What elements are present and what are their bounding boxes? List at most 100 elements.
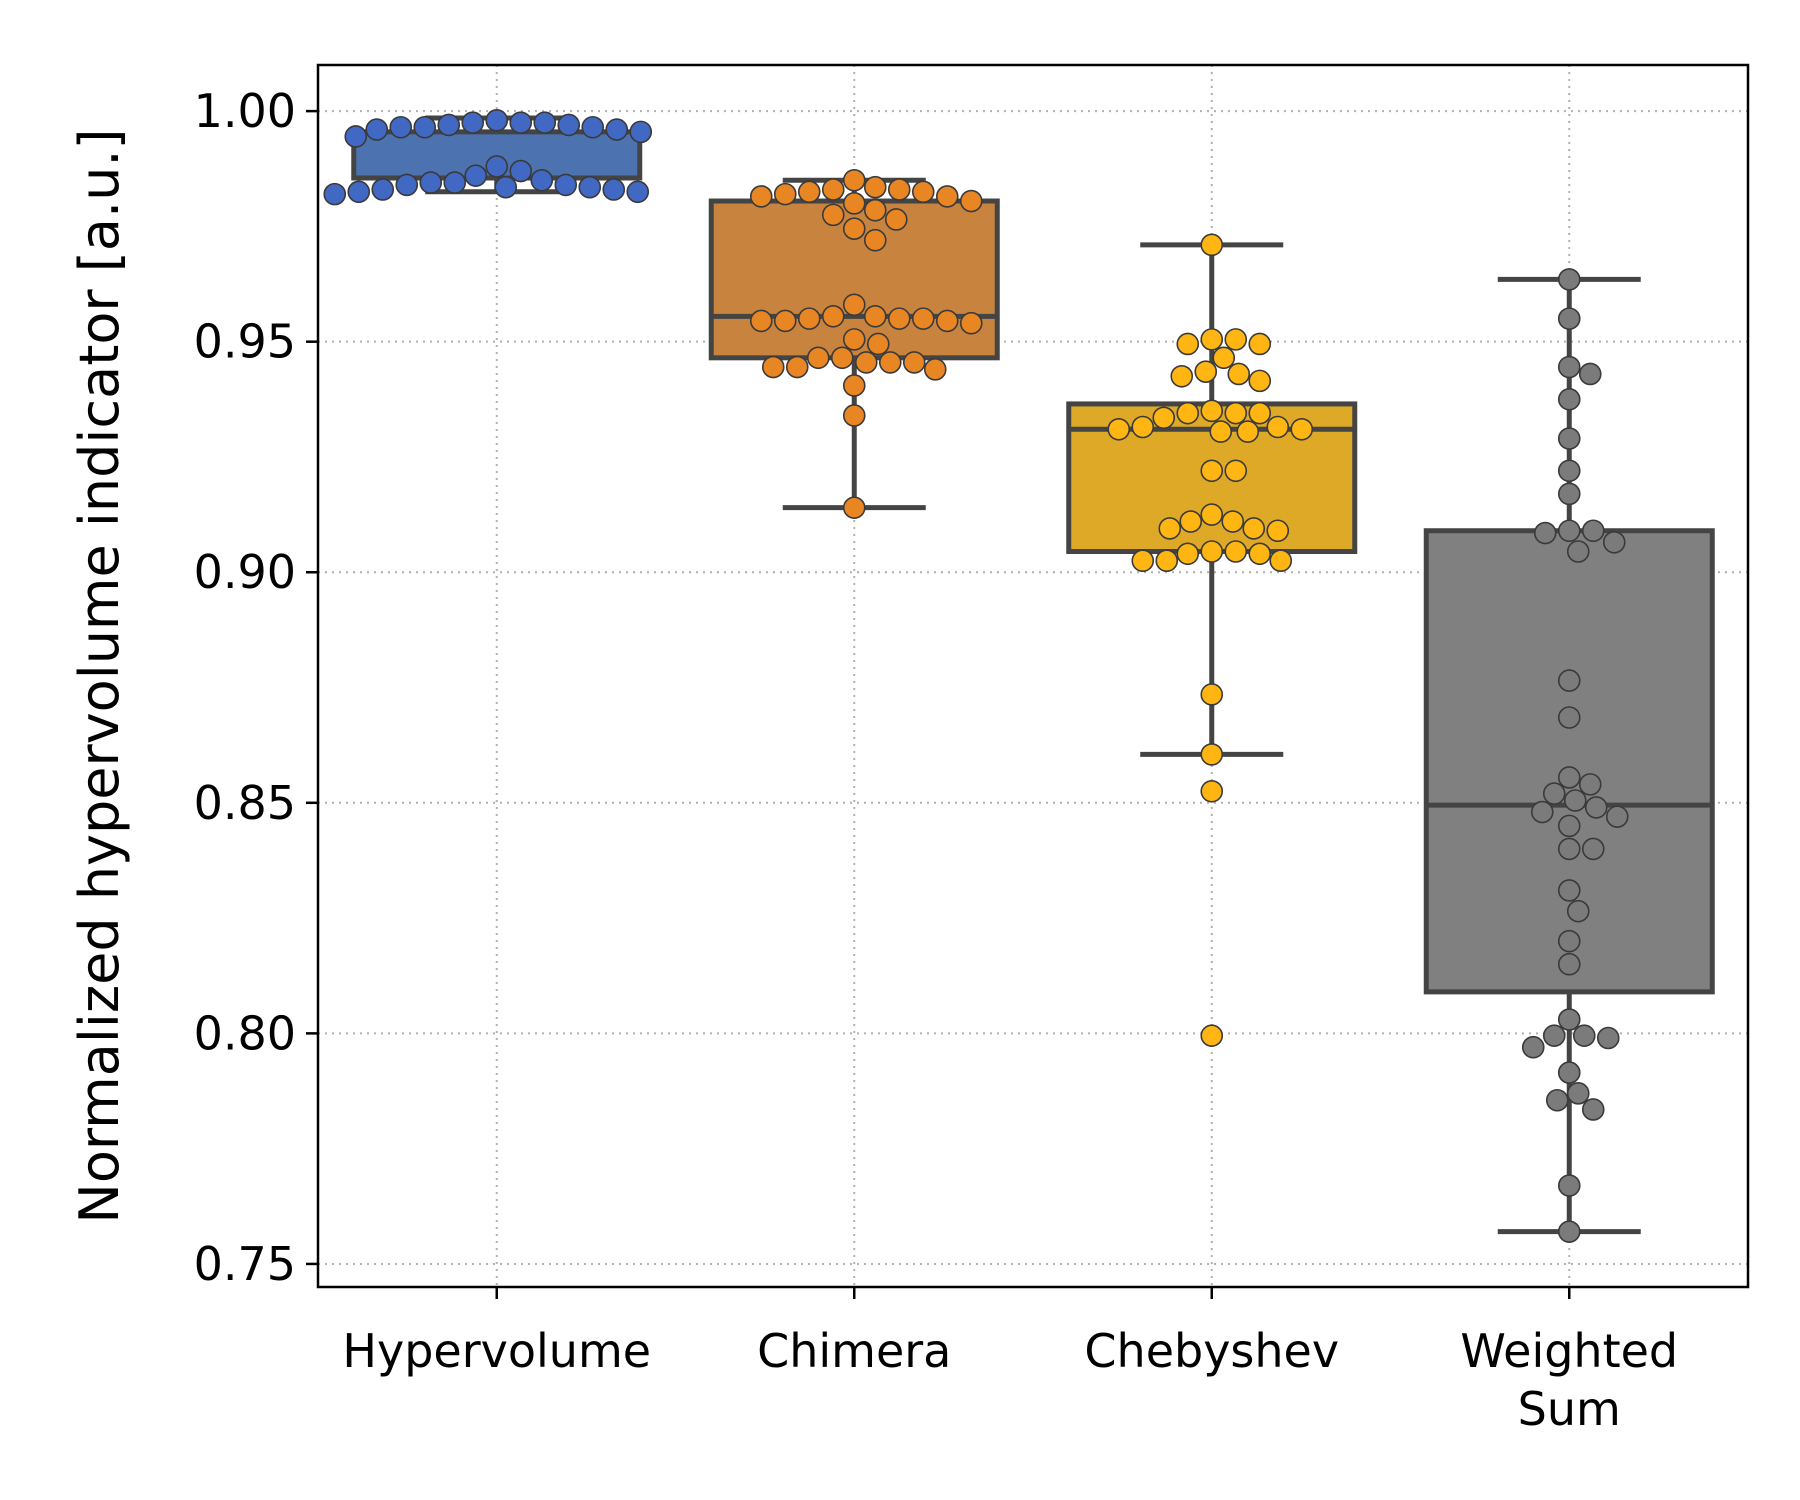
swarm-point: [1152, 406, 1176, 430]
swarm-point: [935, 185, 959, 208]
swarm-point: [437, 113, 461, 137]
y-tick-label: 1.00: [194, 84, 296, 138]
swarm-point: [1209, 420, 1233, 443]
plot-frame: [316, 63, 1750, 1289]
swarm-point: [1194, 360, 1218, 383]
swarm-point: [1578, 773, 1602, 796]
swarm-point: [344, 125, 368, 148]
swarm-point: [1557, 879, 1581, 902]
swarm-point: [1566, 1082, 1590, 1105]
swarm-point: [842, 217, 866, 241]
swarm-point: [1200, 540, 1224, 563]
swarm-point: [1179, 510, 1203, 533]
swarm-point: [464, 164, 488, 187]
swarm-point: [530, 168, 554, 192]
x-tick-label: Weighted: [1460, 1324, 1678, 1378]
swarm-point: [1584, 796, 1608, 819]
swarm-point: [485, 155, 509, 178]
swarm-point: [854, 351, 878, 374]
swarm-points: [323, 109, 1629, 1243]
swarm-point: [842, 404, 866, 427]
swarm-point: [749, 309, 773, 333]
swarm-point: [347, 180, 371, 204]
swarm-point: [1107, 417, 1131, 441]
x-tick-label: Chebyshev: [1084, 1324, 1339, 1378]
swarm-point: [830, 346, 854, 370]
swarm-point: [1542, 782, 1566, 805]
swarm-point: [821, 203, 845, 227]
swarm-point: [1266, 519, 1290, 543]
swarm-point: [1557, 837, 1581, 861]
swarm-point: [1248, 542, 1272, 566]
swarm-point: [863, 228, 887, 252]
swarm-point: [443, 171, 467, 194]
swarm-point: [797, 180, 821, 204]
swarm-point: [1224, 540, 1248, 563]
swarm-point: [761, 355, 785, 379]
swarm-point: [1224, 459, 1248, 483]
swarm-point: [533, 111, 557, 134]
swarm-point: [578, 175, 602, 199]
swarm-point: [1557, 766, 1581, 789]
swarm-point: [1200, 399, 1224, 423]
swarm-point: [959, 189, 983, 213]
swarm-point: [419, 171, 443, 194]
x-tick-label: Chimera: [757, 1324, 951, 1378]
swarm-point: [1557, 1008, 1581, 1031]
swarm-point: [1557, 388, 1581, 411]
swarm-point: [1557, 669, 1581, 692]
swarm-point: [365, 118, 389, 141]
swarm-point: [1563, 789, 1587, 812]
swarm-point: [1266, 415, 1290, 439]
swarm-point: [1521, 1035, 1545, 1059]
x-tick-label: Hypervolume: [342, 1324, 651, 1378]
swarm-point: [1155, 549, 1179, 573]
swarm-point: [629, 120, 653, 144]
swarm-point: [1176, 332, 1200, 356]
swarm-point: [1557, 706, 1581, 729]
swarm-point: [959, 311, 983, 335]
swarm-point: [1545, 1088, 1569, 1112]
swarm-point: [1557, 1174, 1581, 1197]
swarm-point: [395, 173, 419, 197]
swarm-point: [1290, 417, 1314, 441]
swarm-point: [1572, 1024, 1596, 1047]
swarm-point: [1200, 459, 1224, 483]
swarm-point: [1581, 1098, 1605, 1121]
swarm-point: [1200, 683, 1224, 706]
swarm-point: [1176, 542, 1200, 566]
swarm-point: [1557, 459, 1581, 483]
swarm-point: [1557, 952, 1581, 976]
swarm-point: [842, 293, 866, 317]
swarm-point: [1581, 837, 1605, 861]
swarm-point: [1227, 362, 1251, 386]
swarm-point: [1557, 814, 1581, 838]
swarm-point: [323, 182, 347, 206]
boxplots: [351, 115, 1715, 1235]
swarm-point: [1581, 519, 1605, 543]
swarm-point: [1557, 1061, 1581, 1084]
swarm-point: [1158, 517, 1182, 540]
swarm-point: [1542, 1024, 1566, 1047]
box-iqr: [1423, 528, 1715, 995]
swarm-point: [797, 307, 821, 330]
y-tick-label: 0.95: [194, 315, 296, 369]
swarm-point: [806, 346, 830, 370]
swarm-point: [1221, 510, 1245, 533]
swarm-point: [863, 305, 887, 328]
swarm-point: [1200, 328, 1224, 351]
swarm-point: [1236, 420, 1260, 443]
swarm-point: [1248, 401, 1272, 425]
swarm-point: [389, 115, 413, 139]
swarm-point: [581, 115, 605, 139]
swarm-point: [1200, 503, 1224, 526]
swarm-point: [749, 185, 773, 208]
swarm-point: [863, 175, 887, 199]
swarm-point: [1578, 362, 1602, 386]
swarm-point: [842, 192, 866, 215]
swarm-point: [773, 309, 797, 333]
swarm-point: [842, 374, 866, 397]
swarm-point: [1557, 519, 1581, 543]
swarm-point: [1596, 1026, 1620, 1050]
swarm-point: [842, 496, 866, 519]
